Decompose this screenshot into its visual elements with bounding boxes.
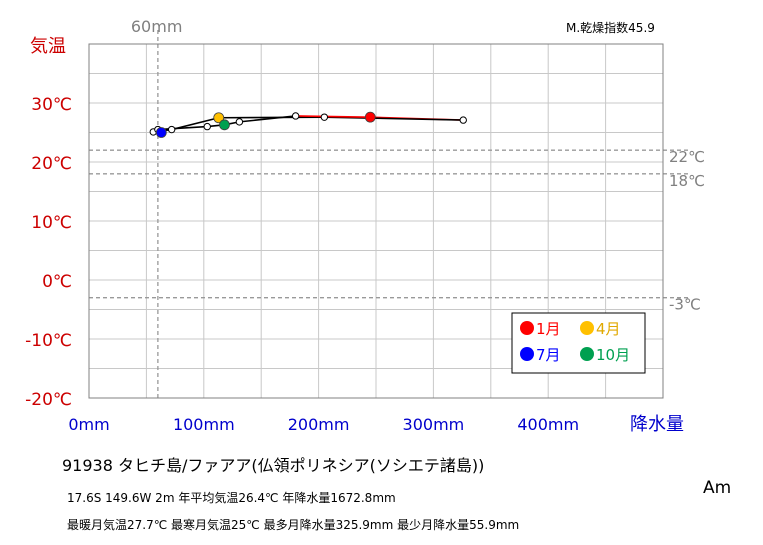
data-point-month-4 [213,112,225,124]
data-point-month-12 [291,112,300,120]
y-tick-label: 20℃ [31,154,72,174]
station-name: 91938 タヒチ島/ファアア(仏領ポリネシア(ソシエテ諸島)) [62,456,485,475]
legend-marker-10 [580,347,594,361]
y-tick-label: 10℃ [31,213,72,233]
legend-marker-1 [520,321,534,335]
x-tick-label: 200mm [288,415,350,434]
legend-label-4: 4月 [596,320,621,338]
reference-label-temp: 18℃ [669,172,705,190]
x-tick-label: 100mm [173,415,235,434]
data-point-month-2 [459,116,467,124]
reference-label-60mm: 60mm [131,17,183,36]
station-summary-line-2: 最暖月気温27.7℃ 最寒月気温25℃ 最多月降水量325.9mm 最少月降水量… [67,518,520,532]
legend-box [511,312,646,374]
dryness-index-label: M.乾燥指数45.9 [566,21,655,35]
data-point-month-9 [203,122,211,131]
data-point-month-10 [219,119,230,131]
reference-lines: 60mm 22℃ 18℃ -3℃ [89,17,705,398]
reference-label-temp: -3℃ [669,296,701,314]
x-tick-label: 400mm [517,415,579,434]
x-tick-labels: 0mm 100mm 200mm 300mm 400mm [68,415,579,434]
climate-classification: Am [703,478,732,498]
data-point-month-1 [364,111,376,123]
grid-lines [89,44,663,398]
reference-label-temp: 22℃ [669,148,705,166]
y-tick-label: 0℃ [42,272,72,292]
y-tick-label: -20℃ [25,390,72,410]
series-segment [295,115,371,118]
data-point-month-7 [155,127,167,138]
series-segment [157,125,208,131]
data-point-month-11 [235,118,244,126]
y-tick-labels: 30℃ 20℃ 10℃ 0℃ -10℃ -20℃ [25,95,72,410]
x-tick-label: 300mm [403,415,465,434]
x-tick-label: 0mm [68,415,109,434]
series-segment [218,116,325,119]
legend-marker-7 [520,347,534,361]
temperature-precipitation-series [149,111,467,138]
legend-label-7: 7月 [536,346,561,364]
series-segment [324,116,464,121]
y-tick-label: -10℃ [25,331,72,351]
data-point-month-3 [320,113,329,121]
series-segment [239,115,296,123]
legend-label-1: 1月 [536,320,561,338]
legend-marker-4 [580,321,594,335]
legend: 1月 4月 7月 10月 [511,312,646,374]
data-point-month-5 [167,125,176,134]
x-axis-label: 降水量 [630,414,684,435]
station-summary-line-1: 17.6S 149.6W 2m 年平均気温26.4℃ 年降水量1672.8mm [67,491,396,505]
legend-label-10: 10月 [596,346,630,364]
y-axis-label: 気温 [30,36,66,57]
plot-frame [88,43,664,399]
y-tick-label: 30℃ [31,95,72,115]
